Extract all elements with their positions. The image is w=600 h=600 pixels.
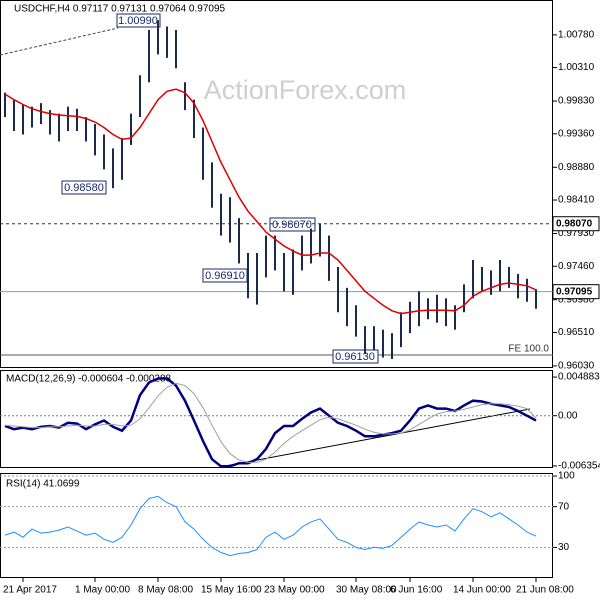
y-tick-label: 0.00 <box>558 410 578 421</box>
y-tick-label: 0.98410 <box>558 195 595 206</box>
macd-title: MACD(12,26,9) -0.000604 -0.000288 <box>6 374 172 385</box>
level-box <box>552 284 600 300</box>
x-tick-label: 30 May 08:00 <box>336 585 397 596</box>
x-tick-label: 1 May 00:00 <box>75 585 130 596</box>
level-label: 0.98070 <box>556 218 593 229</box>
trend-line <box>0 27 119 56</box>
y-tick-label: 0.97930 <box>558 228 595 239</box>
annotation-box <box>269 217 316 232</box>
macd-panel <box>0 370 553 468</box>
macd-trend-line <box>224 408 531 467</box>
y-tick-label: 0.96510 <box>558 327 595 338</box>
y-tick-label: -0.006354 <box>558 461 600 472</box>
y-tick-label: 1.00310 <box>558 62 595 73</box>
level-label: 0.97095 <box>556 286 593 297</box>
chart-title: USDCHF,H4 0.97117 0.97131 0.97064 0.9709… <box>14 4 226 15</box>
annotation-box <box>332 349 379 364</box>
y-tick-label: 0.99360 <box>558 128 595 139</box>
annotation-box <box>61 180 107 195</box>
x-tick-label: 15 May 16:00 <box>201 585 262 596</box>
y-tick-label: 0.004883 <box>558 372 600 383</box>
series-line <box>4 495 537 557</box>
y-tick-label: 30 <box>558 542 570 553</box>
annotation: 0.98580 <box>64 182 104 194</box>
rsi-panel <box>0 473 553 578</box>
x-tick-label: 23 May 00:00 <box>264 585 325 596</box>
y-tick-label: 0.96980 <box>558 294 595 305</box>
annotation: 1.00990 <box>118 15 158 27</box>
y-tick-label: 1.00780 <box>558 29 595 40</box>
annotation: 0.96130 <box>335 351 375 363</box>
y-tick-label: 0.97460 <box>558 261 595 272</box>
x-tick-label: 21 Jun 08:00 <box>516 585 574 596</box>
annotation: 0.98070 <box>272 219 312 231</box>
series-line <box>4 377 537 468</box>
level-box <box>552 216 600 232</box>
price-panel <box>0 0 553 368</box>
annotations: 1.00990 0.98580 0.98070 0.96910 0.96130 … <box>61 13 549 364</box>
watermark: ActionForex.com <box>204 75 407 105</box>
y-tick-label: 0.98880 <box>558 162 595 173</box>
series-line <box>4 382 537 463</box>
x-tick-label: 21 Apr 2017 <box>3 585 57 596</box>
y-tick-label: 100 <box>558 471 575 482</box>
x-tick-label: 8 May 08:00 <box>138 585 193 596</box>
fe-label: FE 100.0 <box>508 344 549 355</box>
rsi-title: RSI(14) 41.0699 <box>6 479 80 490</box>
x-tick-label: 6 Jun 16:00 <box>390 585 443 596</box>
y-tick-label: 0.99830 <box>558 96 595 107</box>
series-line <box>4 88 537 315</box>
y-tick-label: 70 <box>558 501 570 512</box>
annotation-box <box>116 13 161 28</box>
annotation: 0.96910 <box>205 270 245 282</box>
x-tick-label: 14 Jun 00:00 <box>453 585 511 596</box>
y-tick-label: 0.96030 <box>558 361 595 372</box>
